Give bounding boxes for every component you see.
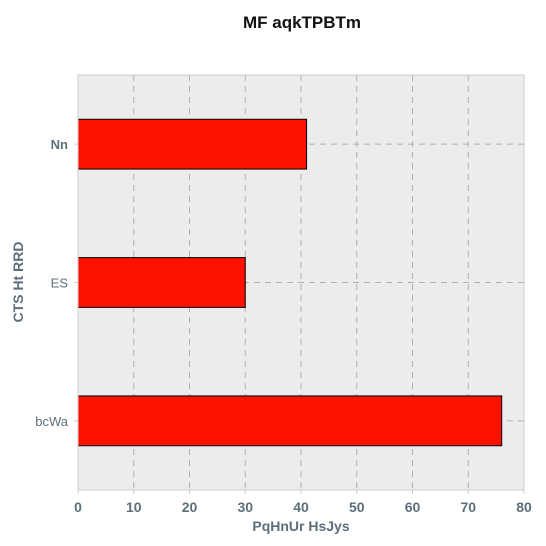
bar-bcwa xyxy=(77,395,503,447)
y-axis-label: CTS Ht RRD xyxy=(10,242,26,323)
x-tick-label: 50 xyxy=(349,499,365,515)
x-tick-label: 30 xyxy=(237,499,253,515)
bar-es xyxy=(77,257,246,308)
x-axis-label: PqHnUr HsJys xyxy=(252,518,349,534)
bar-nn xyxy=(77,118,308,170)
y-tick-label: bcWa xyxy=(35,414,69,429)
x-tick-label: 20 xyxy=(182,499,198,515)
y-axis-ticks: Nn ES bcWa xyxy=(35,137,78,429)
x-tick-label: 80 xyxy=(516,499,532,515)
y-tick-label: ES xyxy=(51,276,69,291)
y-tick-label: Nn xyxy=(51,137,68,152)
x-tick-label: 40 xyxy=(293,499,309,515)
x-axis-ticks: 0 10 20 30 40 50 60 70 80 xyxy=(74,490,532,515)
chart-title: MF aqkTPBTm xyxy=(243,13,361,32)
x-tick-label: 70 xyxy=(460,499,476,515)
x-tick-label: 60 xyxy=(405,499,421,515)
bars xyxy=(77,118,503,447)
x-tick-label: 10 xyxy=(126,499,142,515)
x-tick-label: 0 xyxy=(74,499,82,515)
